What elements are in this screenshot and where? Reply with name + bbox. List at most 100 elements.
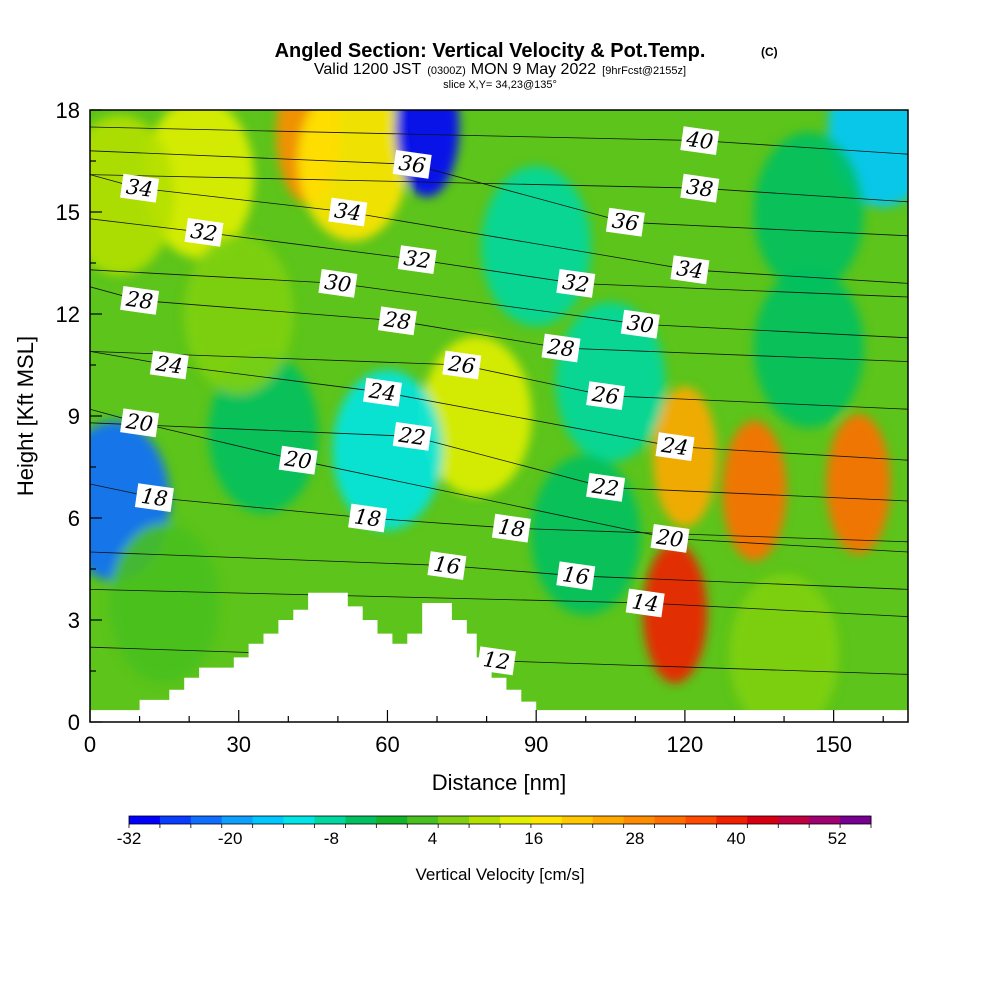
contour-label-text: 24: [367, 378, 398, 406]
contour-label-text: 16: [432, 552, 462, 579]
contour-label-box: [363, 377, 402, 407]
contour-label: 24: [363, 377, 402, 407]
contour-label-box: [318, 269, 358, 298]
copyright-mark: (C): [761, 45, 778, 59]
contour-label: 34: [670, 255, 710, 285]
contour-label-box: [149, 350, 189, 380]
colorbar-tick-label: 28: [625, 829, 644, 848]
colorbar-swatch: [778, 816, 810, 824]
contour-label-text: 36: [397, 151, 427, 178]
contour-label-box: [680, 126, 720, 155]
colorbar-tick-label: 52: [828, 829, 847, 848]
y-axis: 0 3 6 9 12 15 18: [56, 98, 102, 735]
colorbar: -32 -20 -8 4 16 28 40 52: [117, 815, 872, 848]
contour-label-box: [348, 503, 388, 533]
contour-label: 24: [655, 432, 695, 461]
velocity-cell: [753, 268, 864, 428]
colorbar-swatch: [438, 816, 470, 824]
x-axis-label: Distance [nm]: [432, 770, 567, 795]
colorbar-label: Vertical Velocity [cm/s]: [415, 865, 584, 884]
colorbar-swatch: [283, 816, 315, 824]
colorbar-swatch: [314, 816, 346, 824]
contour-label-text: 20: [654, 525, 685, 553]
contour-label-text: 32: [402, 246, 432, 273]
contour-label-text: 24: [153, 351, 184, 379]
colorbar-swatch: [221, 816, 254, 824]
contour-label-text: 34: [333, 198, 363, 225]
contour-label: 28: [120, 286, 160, 315]
theta-contour-line: [90, 150, 908, 237]
colorbar-swatch: [747, 816, 779, 824]
colorbar-swatch: [809, 816, 841, 824]
contour-label: 20: [650, 524, 690, 553]
y-tick-label: 9: [68, 404, 80, 429]
terrain-mask: [90, 592, 908, 722]
contour-label: 22: [586, 473, 626, 502]
contour-label-text: 26: [590, 382, 621, 410]
contour-label-text: 26: [446, 351, 477, 379]
velocity-cell: [109, 523, 220, 683]
colorbar-swatch: [159, 816, 192, 824]
contour-labels: 12 14 16 16 18 18 18 20 20 20 22 22 24 24 24 26 26 28 28 28…: [120, 126, 720, 676]
colorbar-swatch: [623, 816, 656, 824]
contour-label-text: 34: [125, 174, 155, 201]
contour-label-box: [670, 255, 710, 285]
contour-label-text: 40: [684, 127, 715, 155]
colorbar-swatch: [685, 816, 717, 824]
velocity-cell: [729, 574, 840, 722]
contour-label-text: 30: [625, 310, 655, 337]
velocity-cell: [826, 414, 891, 554]
colorbar-swatch: [840, 816, 872, 824]
contour-label: 26: [586, 381, 626, 410]
velocity-cell: [183, 234, 294, 394]
contour-label: 30: [620, 309, 660, 339]
contour-label-box: [427, 551, 467, 580]
contour-label: 16: [427, 551, 467, 580]
contour-label-text: 20: [124, 409, 155, 437]
contour-label: 36: [605, 207, 645, 237]
theta-contour-line: [90, 269, 908, 339]
velocity-cell: [297, 110, 408, 241]
colorbar-swatch: [716, 816, 748, 824]
contour-label-text: 32: [561, 270, 591, 297]
contour-label-box: [556, 269, 596, 298]
colorbar-swatch: [530, 816, 563, 824]
contour-label-box: [392, 150, 432, 179]
velocity-cell: [481, 166, 592, 326]
velocity-cell: [555, 302, 666, 462]
contour-label-text: 34: [675, 256, 705, 283]
contour-label: 28: [541, 333, 581, 363]
contour-label-box: [541, 333, 581, 363]
contour-label: 34: [120, 173, 160, 203]
x-tick-label: 0: [84, 732, 96, 757]
x-tick-label: 120: [667, 732, 704, 757]
contour-label-text: 38: [685, 174, 715, 201]
contour-label-text: 36: [610, 208, 640, 235]
contour-label-box: [397, 245, 437, 274]
velocity-cell: [421, 336, 532, 496]
contour-label-text: 30: [323, 270, 353, 297]
contour-label: 18: [491, 513, 531, 543]
contour-label-text: 16: [561, 562, 591, 589]
colorbar-swatch: [592, 816, 625, 824]
contour-label-box: [134, 483, 174, 512]
contour-label-box: [650, 524, 690, 553]
contour-label-text: 22: [590, 474, 621, 502]
contour-label: 32: [397, 245, 437, 274]
theta-contour-line: [90, 351, 908, 410]
contour-label-text: 22: [396, 423, 427, 451]
contour-label: 18: [348, 503, 388, 533]
y-tick-label: 0: [68, 710, 80, 735]
contour-label-box: [377, 306, 417, 336]
x-axis: 0 30 60 90 120 150: [84, 710, 884, 757]
contour-label-box: [620, 309, 660, 339]
contour-label: 28: [377, 306, 417, 336]
contour-label: 24: [149, 350, 189, 380]
contour-label-text: 28: [382, 307, 413, 335]
contour-label-text: 32: [189, 219, 219, 246]
contour-label: 20: [278, 445, 318, 475]
colorbar-tick-label: -20: [218, 829, 243, 848]
contour-label: 36: [392, 150, 432, 179]
contour-label: 14: [625, 588, 665, 618]
colorbar-swatch: [561, 816, 594, 824]
